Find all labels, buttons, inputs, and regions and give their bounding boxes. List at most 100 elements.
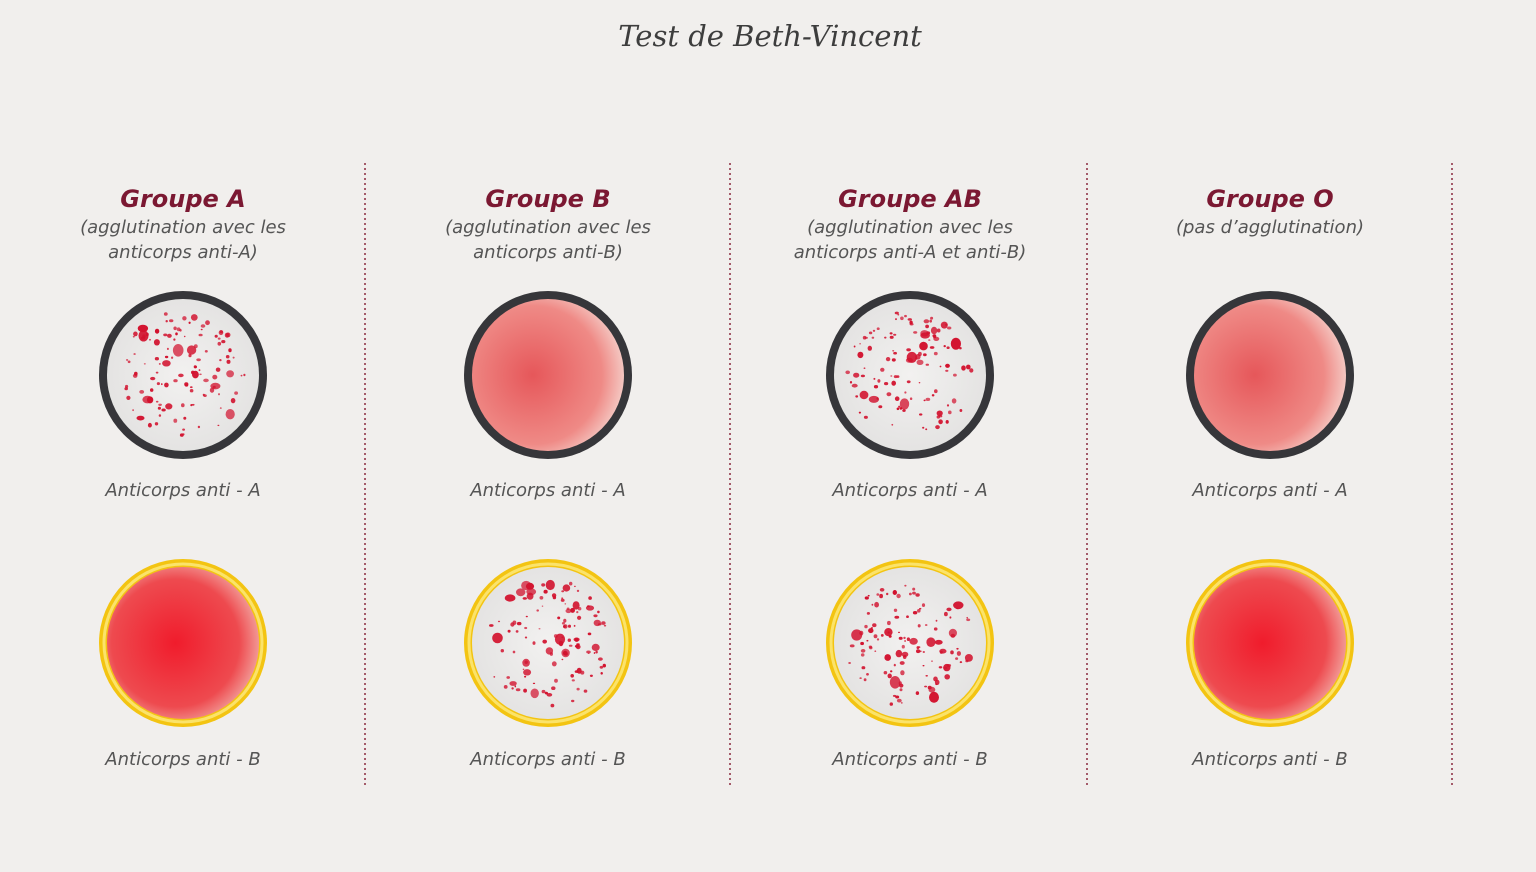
clump: [150, 376, 156, 381]
clump: [849, 644, 855, 648]
clump: [935, 619, 938, 622]
clump: [570, 607, 575, 613]
clump: [155, 371, 159, 374]
clump: [944, 611, 948, 617]
clump: [938, 419, 943, 425]
clump: [570, 674, 574, 678]
clump: [898, 636, 903, 640]
clump: [203, 394, 207, 397]
clump: [946, 607, 952, 612]
clump: [571, 679, 575, 682]
clump: [964, 654, 973, 662]
clump: [872, 329, 876, 332]
clump: [949, 616, 952, 619]
well-label: Anticorps anti - A: [831, 480, 987, 501]
clump: [893, 351, 897, 355]
clump: [243, 373, 246, 377]
clump: [230, 398, 236, 404]
clump: [221, 340, 226, 344]
clump: [597, 610, 600, 614]
clump: [959, 661, 963, 664]
clump: [867, 594, 870, 597]
clump: [849, 381, 853, 384]
clump: [933, 676, 938, 682]
clump: [915, 354, 921, 360]
clump: [228, 348, 232, 353]
clump: [219, 359, 222, 362]
page-title: Test de Beth-Vincent: [618, 19, 922, 53]
clump: [583, 689, 588, 693]
well-label: Anticorps anti - B: [831, 749, 987, 770]
well-label: Anticorps anti - B: [104, 749, 260, 770]
clump: [929, 319, 932, 323]
clump: [124, 387, 128, 391]
clump: [143, 363, 146, 365]
clump: [576, 589, 580, 593]
group-subtitle: (pas d’agglutination): [1176, 217, 1364, 238]
clump: [572, 601, 580, 610]
clump: [140, 336, 146, 340]
clump: [895, 318, 897, 321]
group-column: Groupe O (pas d’agglutination) Anticorps a…: [1176, 185, 1364, 770]
clump: [904, 640, 907, 642]
clump: [136, 415, 145, 421]
clump: [873, 385, 879, 389]
clump: [904, 584, 907, 587]
clump: [890, 670, 893, 673]
clump: [873, 377, 876, 380]
clump: [217, 424, 220, 427]
clump: [126, 359, 129, 361]
clump: [923, 399, 926, 402]
well-label: Anticorps anti - A: [469, 480, 625, 501]
clump: [214, 334, 218, 338]
clump: [576, 667, 582, 674]
clump: [134, 371, 138, 376]
clump: [165, 403, 173, 410]
clump: [925, 324, 929, 329]
clump: [866, 673, 869, 676]
clump: [504, 594, 516, 602]
clump: [959, 409, 963, 412]
clump: [930, 316, 934, 320]
clump: [225, 355, 230, 359]
clump: [961, 365, 966, 371]
clump: [885, 357, 891, 362]
clump: [524, 626, 528, 630]
clump: [919, 607, 922, 610]
clump: [863, 415, 868, 419]
clump: [945, 420, 949, 424]
clump: [899, 398, 910, 410]
clump: [178, 373, 184, 378]
clump: [176, 327, 181, 332]
clump: [217, 337, 221, 340]
clump: [132, 409, 134, 412]
clump: [933, 627, 938, 631]
clump: [922, 651, 925, 653]
clump: [553, 634, 558, 638]
clump: [879, 588, 885, 592]
clump: [545, 647, 554, 655]
clump: [586, 650, 591, 654]
clump: [895, 649, 903, 658]
clump: [218, 393, 220, 396]
well-rim-highlight: [1189, 562, 1351, 724]
agglutinates: [845, 311, 974, 431]
clump: [925, 397, 931, 401]
agglutinates: [124, 312, 246, 437]
clump: [896, 593, 901, 599]
clump: [577, 615, 582, 620]
clump: [888, 635, 892, 638]
clump: [198, 333, 203, 337]
clump: [204, 350, 208, 353]
clump: [891, 423, 894, 426]
clump: [936, 328, 941, 333]
clump: [889, 676, 901, 689]
clump: [886, 592, 889, 596]
clump: [164, 382, 169, 388]
clump: [951, 398, 957, 404]
clump: [219, 330, 223, 334]
clump: [894, 311, 899, 315]
clump: [883, 671, 888, 675]
clump: [892, 590, 897, 595]
clump: [147, 422, 152, 428]
